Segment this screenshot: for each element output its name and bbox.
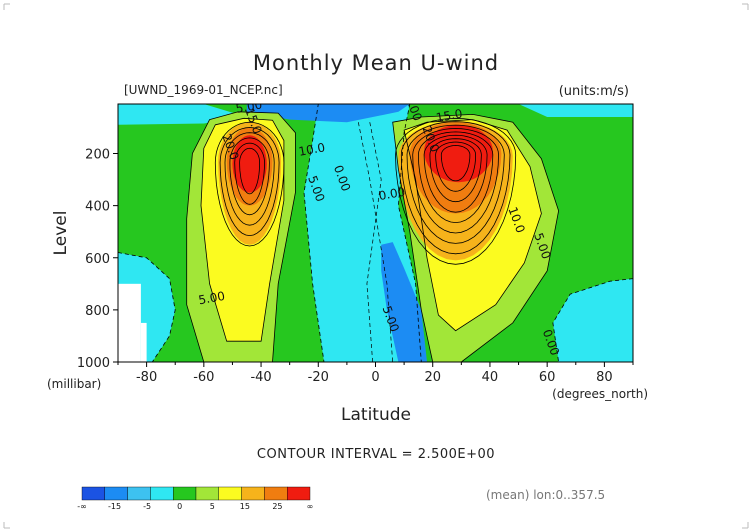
x-axis-units: (degrees_north) [552,387,648,401]
missing-data-block [140,322,147,362]
colorbar-label: 5 [210,502,215,511]
x-axis-ticks: -80 -60 -40 -20 0 20 40 60 80 [117,362,634,385]
contour-region-dark-easterly-top [246,104,410,123]
contour-line-south-5 [186,111,296,362]
colorbar-swatch [287,486,311,501]
contour-label: 10.0 [297,140,326,158]
colorbar-label: -15 [108,502,121,511]
north-jet-isotach-3 [412,128,499,234]
colorbar-label: ∞ [307,502,314,511]
y-tick-label: 1000 [77,356,110,371]
colorbar-swatch [218,486,242,501]
colorbar-swatch [241,486,265,501]
colorbar-label: -∞ [77,502,87,511]
north-jet-isotach-2 [406,124,505,244]
easterly-line-0 [357,122,394,362]
colorbar-label: 0 [177,502,182,511]
colorbar-swatch [172,486,197,501]
x-tick-label: -60 [193,370,214,385]
contour-region-dark-easterly-low [381,242,427,362]
south-jet-isotach-2 [224,132,275,226]
colorbar-label: 15 [240,502,250,511]
x-tick-label: -40 [250,370,271,385]
x-tick-label: -20 [308,370,329,385]
file-label: [UWND_1969-01_NCEP.nc] [124,83,283,97]
contour-line-north-5 [392,113,560,362]
north-jet-isotach-1 [400,121,511,255]
y-tick-label: 400 [85,200,110,215]
colorbar-swatch [195,486,219,501]
north-jet-isotach-8 [440,144,471,182]
crop-marks [3,3,749,529]
south-jet-isotach-3 [229,137,270,216]
south-jet-isotach-4 [234,142,265,205]
x-axis-label: Latitude [341,405,411,425]
easterly-line-1 [366,122,382,362]
contour-label: 5.00 [197,289,226,307]
colorbar-swatch [104,486,128,501]
contour-line-south-10 [200,117,285,342]
averaging-note: (mean) lon:0..357.5 [486,488,605,502]
contour-region-easterly-top-right [518,104,633,117]
contour-interval-text: CONTOUR INTERVAL = 2.500E+00 [257,447,495,462]
y-tick-label: 600 [85,252,110,267]
colorbar-swatch [127,486,151,501]
south-jet-isotach-0 [214,121,285,247]
north-jet-isotach-7 [435,141,477,192]
colorbar-swatch [150,486,174,501]
north-jet-isotach-5 [423,134,488,213]
contour-line-easterly-right [552,278,633,362]
y-axis-ticks: 200 400 600 800 1000 [77,148,118,371]
south-jet-isotach-1 [219,127,280,237]
contour-region-north-25 [424,124,493,183]
colorbar-swatch [264,486,288,501]
contour-label: 0.00 [378,185,407,203]
colorbar: -∞ -15 -5 0 5 15 25 ∞ [77,486,314,511]
y-tick-label: 200 [85,148,110,163]
missing-data-block [118,283,141,362]
x-tick-label: 80 [596,370,613,385]
y-axis-label: Level [51,211,71,256]
contour-line-easterly-left [118,252,176,362]
y-axis-units: (millibar) [47,377,101,391]
x-tick-label: 20 [424,370,441,385]
contour-line-north-10 [403,119,542,332]
colorbar-label: -5 [143,502,151,511]
units-label: (units:m/s) [559,84,629,99]
x-tick-label: -80 [136,370,157,385]
north-jet-isotach-4 [417,131,494,224]
chart-title: Monthly Mean U-wind [253,51,499,75]
y-tick-label: 800 [85,304,110,319]
x-tick-label: 0 [371,370,379,385]
contour-region-easterly-right [552,278,633,362]
contour-line-easterly-middle [303,104,422,362]
north-jet-isotach-6 [429,138,482,203]
contour-label: 15.0 [435,106,464,124]
colorbar-label: 25 [272,502,282,511]
x-tick-label: 40 [482,370,499,385]
colorbar-swatch [81,486,105,501]
contour-label: 5.00 [235,97,264,115]
south-jet-isotach-5 [239,147,261,195]
x-tick-label: 60 [539,370,556,385]
